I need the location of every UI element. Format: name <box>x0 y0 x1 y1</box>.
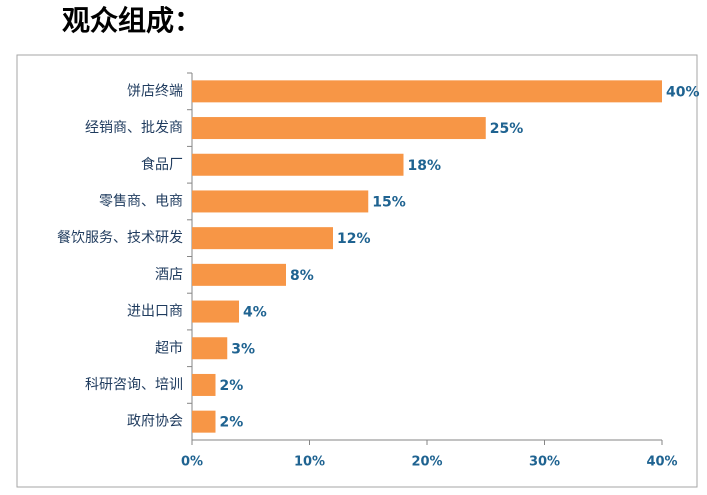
bar <box>192 410 216 433</box>
bar <box>192 80 662 103</box>
chart-title: 观众组成： <box>62 4 202 37</box>
value-label: 12% <box>337 231 371 247</box>
bar <box>192 373 216 396</box>
bar <box>192 153 404 176</box>
bar <box>192 190 369 213</box>
value-label: 4% <box>243 305 267 321</box>
chart-frame <box>16 54 698 488</box>
value-label: 2% <box>220 415 244 431</box>
x-tick-label: 0% <box>181 455 203 470</box>
category-label: 科研咨询、培训 <box>85 377 183 393</box>
value-label: 40% <box>666 84 700 100</box>
bar <box>192 227 333 250</box>
x-tick-label: 30% <box>529 455 560 470</box>
value-label: 8% <box>290 268 314 284</box>
bar <box>192 337 228 360</box>
x-tick-label: 20% <box>411 455 442 470</box>
category-label: 食品厂 <box>141 156 183 173</box>
x-tick-label: 10% <box>294 455 325 470</box>
value-label: 25% <box>490 121 524 137</box>
category-label: 餐饮服务、技术研发 <box>57 230 183 246</box>
category-label: 零售商、电商 <box>99 193 183 209</box>
category-label: 酒店 <box>155 267 183 283</box>
x-tick-label: 40% <box>646 455 677 470</box>
bar <box>192 300 239 323</box>
bar <box>192 117 486 140</box>
value-label: 3% <box>231 341 255 357</box>
category-label: 政府协会 <box>127 414 183 430</box>
category-label: 饼店终端 <box>127 83 183 99</box>
category-label: 经销商、批发商 <box>85 120 183 136</box>
value-label: 15% <box>372 194 406 210</box>
value-label: 18% <box>408 158 442 174</box>
bar <box>192 263 286 286</box>
value-label: 2% <box>220 378 244 394</box>
category-label: 进出口商 <box>127 304 183 320</box>
category-label: 超市 <box>155 339 183 356</box>
